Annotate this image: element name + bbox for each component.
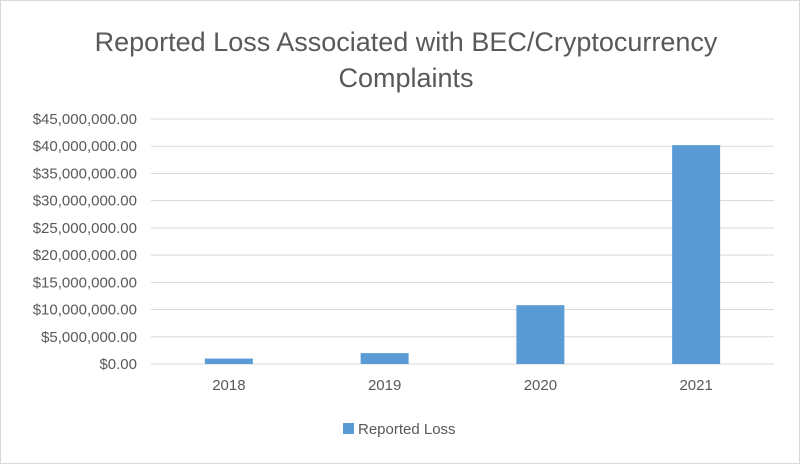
y-tick-label: $10,000,000.00 — [33, 302, 137, 319]
x-tick-label: 2018 — [212, 377, 245, 394]
bar-2021 — [672, 145, 721, 364]
y-tick-label: $15,000,000.00 — [33, 274, 137, 291]
x-tick-label: 2019 — [368, 377, 401, 394]
x-tick-label: 2021 — [679, 377, 712, 394]
y-tick-label: $20,000,000.00 — [33, 247, 137, 264]
y-tick-label: $40,000,000.00 — [33, 138, 137, 155]
x-tick-label: 2020 — [524, 377, 557, 394]
chart-title: Reported Loss Associated with BEC/Crypto… — [95, 27, 718, 57]
bar-2018 — [204, 358, 253, 364]
y-tick-label: $30,000,000.00 — [33, 193, 137, 210]
x-axis-tick-labels: 2018 2019 2020 2021 — [212, 377, 713, 394]
legend: Reported Loss — [343, 421, 456, 438]
y-tick-label: $35,000,000.00 — [33, 165, 137, 182]
y-tick-label: $0.00 — [99, 356, 137, 373]
chart-title-line2: Complaints — [338, 63, 473, 93]
gridlines — [151, 118, 774, 365]
y-axis-tick-labels: $0.00 $5,000,000.00 $10,000,000.00 $15,000,… — [33, 111, 137, 373]
legend-swatch — [343, 423, 354, 434]
bar-2020 — [516, 305, 565, 364]
y-tick-label: $45,000,000.00 — [33, 111, 137, 128]
bars — [204, 145, 721, 364]
y-tick-label: $5,000,000.00 — [41, 329, 137, 346]
bar-2019 — [360, 353, 409, 364]
legend-label: Reported Loss — [358, 421, 456, 438]
y-tick-label: $25,000,000.00 — [33, 220, 137, 237]
